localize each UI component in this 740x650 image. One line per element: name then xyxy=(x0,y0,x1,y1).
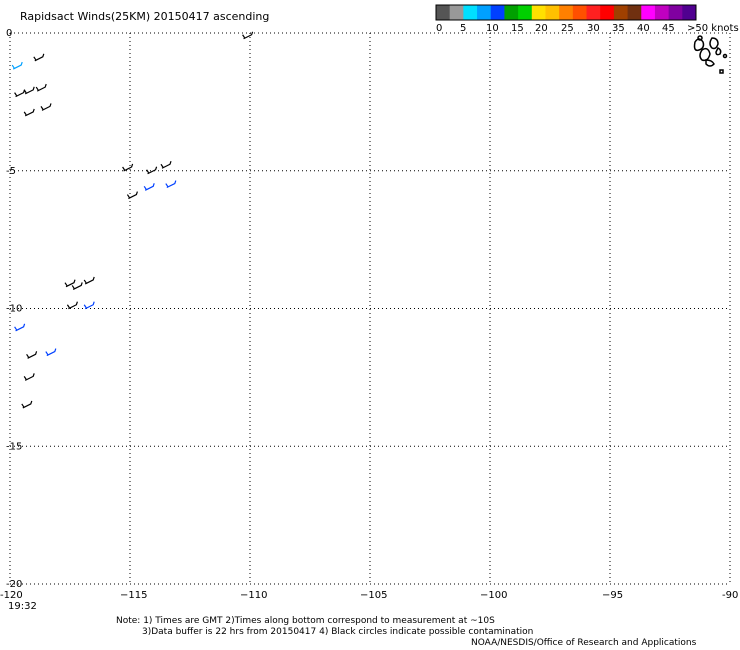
colorbar-swatch xyxy=(490,5,505,20)
x-tick-label: −95 xyxy=(602,590,623,601)
colorbar-swatch xyxy=(436,5,451,20)
colorbar-legend xyxy=(435,4,697,21)
wind-barb xyxy=(23,86,35,95)
colorbar-swatch xyxy=(600,5,615,20)
wind-barb xyxy=(35,83,47,92)
colorbar-label: 25 xyxy=(561,23,574,34)
colorbar-swatch xyxy=(586,5,601,20)
wind-barb xyxy=(126,191,138,200)
colorbar-swatch xyxy=(572,5,588,20)
colorbar-swatch xyxy=(559,5,574,20)
wind-barb xyxy=(14,89,26,98)
wind-barb xyxy=(40,103,52,111)
y-tick-label: -20 xyxy=(6,579,22,590)
colorbar-swatch xyxy=(627,5,642,20)
wind-barb xyxy=(21,400,33,409)
wind-barb xyxy=(23,108,35,117)
wind-barb xyxy=(122,163,134,172)
wind-barb xyxy=(14,323,26,332)
colorbar-label: >50 knots xyxy=(687,23,739,34)
wind-barbs xyxy=(11,31,254,409)
colorbar-label: 30 xyxy=(587,23,600,34)
wind-barb xyxy=(11,61,23,70)
note-line-3: NOAA/NESDIS/Office of Research and Appli… xyxy=(471,638,697,648)
x-tick-label: −115 xyxy=(120,590,147,601)
colorbar-swatch xyxy=(518,5,533,20)
colorbar-label: 45 xyxy=(662,23,675,34)
colorbar-swatch xyxy=(504,5,519,20)
y-tick-label: 0 xyxy=(6,28,12,39)
wind-barb xyxy=(83,276,95,285)
wind-barb xyxy=(242,31,254,40)
y-tick-label: -10 xyxy=(6,304,22,315)
wind-barb xyxy=(143,183,155,191)
colorbar-label: 15 xyxy=(511,23,524,34)
colorbar-swatch xyxy=(682,5,697,20)
colorbar-label: 35 xyxy=(612,23,625,34)
colorbar-label: 40 xyxy=(637,23,650,34)
colorbar-swatch xyxy=(641,5,656,20)
x-tick-label: -90 xyxy=(722,590,738,601)
y-tick-label: -15 xyxy=(6,441,22,452)
wind-barb xyxy=(66,301,78,310)
colorbar-swatch xyxy=(477,5,492,20)
wind-barb xyxy=(71,282,83,290)
colorbar-swatch xyxy=(668,5,683,20)
colorbar-labels: 0 5 10 15 20 25 30 35 40 45 >50 knots xyxy=(436,23,739,34)
wind-barb xyxy=(45,348,57,357)
colorbar-label: 0 xyxy=(436,23,442,34)
time-label: 19:32 xyxy=(8,601,37,612)
colorbar-swatch xyxy=(613,5,629,20)
x-tick-label: −105 xyxy=(360,590,387,601)
colorbar-label: 10 xyxy=(486,23,499,34)
wind-barb xyxy=(165,180,177,189)
wind-barb xyxy=(23,373,35,381)
colorbar-swatch xyxy=(545,5,560,20)
note-line-1: Note: 1) Times are GMT 2)Times along bot… xyxy=(116,616,495,626)
x-tick-label: −110 xyxy=(240,590,267,601)
wind-barb xyxy=(33,53,45,62)
colorbar-swatch xyxy=(654,5,670,20)
x-tick-label: -120 xyxy=(0,590,23,601)
y-axis-ticks: 0 -5 -10 -15 -20 xyxy=(6,28,22,590)
colorbar-label: 5 xyxy=(460,23,466,34)
note-line-2: 3)Data buffer is 22 hrs from 20150417 4)… xyxy=(142,627,534,637)
wind-barb xyxy=(160,161,172,169)
wind-barb xyxy=(64,279,76,288)
island-outlines xyxy=(693,35,728,74)
lat-lon-grid xyxy=(9,32,731,585)
wind-barb xyxy=(83,301,95,310)
colorbar-swatch xyxy=(531,5,546,20)
wind-barb xyxy=(146,166,158,175)
y-tick-label: -5 xyxy=(6,166,16,177)
wind-barb xyxy=(26,351,38,359)
colorbar-label: 20 xyxy=(535,23,548,34)
x-axis-ticks: -120 −115 −110 −105 −100 −95 -90 xyxy=(0,590,738,601)
colorbar-swatch xyxy=(463,5,478,20)
map-title: Rapidsact Winds(25KM) 20150417 ascending xyxy=(20,10,269,23)
colorbar-swatch xyxy=(449,5,464,20)
x-tick-label: −100 xyxy=(480,590,507,601)
